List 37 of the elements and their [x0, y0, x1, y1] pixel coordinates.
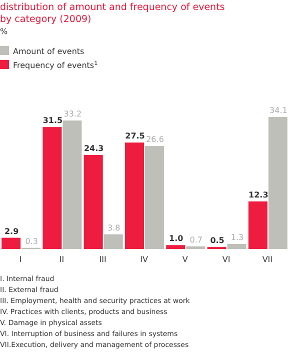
x-tick-label: II	[59, 255, 64, 264]
data-label: 24.3	[84, 144, 104, 153]
data-label: 26.6	[146, 135, 164, 144]
x-tick-label: III	[99, 255, 106, 264]
legend-label: Amount of events	[13, 47, 84, 56]
bar	[268, 117, 288, 249]
data-label: 12.3	[248, 190, 268, 200]
bar	[125, 142, 144, 249]
data-label: 3.8	[107, 223, 120, 232]
bar	[62, 120, 82, 249]
data-label: 0.3	[25, 236, 38, 246]
data-label: 31.5	[42, 116, 64, 126]
x-tick-label: VII	[262, 255, 273, 264]
x-tick-label: V	[182, 255, 188, 264]
bar	[2, 238, 21, 249]
data-label: 1.0	[169, 234, 184, 244]
bar	[186, 246, 206, 249]
bar	[104, 234, 123, 249]
data-label: 33.2	[64, 109, 82, 118]
x-tick-label: IV	[140, 255, 148, 264]
data-label: 34.1	[270, 106, 288, 115]
data-label: 1.3	[230, 232, 244, 242]
data-label: 0.7	[190, 235, 203, 244]
data-label: 0.5	[210, 236, 225, 246]
bar	[248, 201, 268, 249]
x-tick-label: I	[19, 255, 22, 264]
bar	[145, 146, 164, 249]
data-label: 27.5	[125, 132, 146, 141]
chart-subtitle: %	[0, 27, 8, 36]
chart-title: distribution of amount and frequency of events by category (2009)	[0, 2, 225, 25]
bar	[166, 245, 186, 249]
x-tick-label: VI	[222, 255, 230, 264]
legend-label: Frequency of events$^{1}$	[13, 60, 98, 70]
bar	[42, 127, 62, 249]
data-label: 2.9	[4, 226, 20, 236]
bar	[84, 154, 103, 249]
bar	[227, 244, 246, 249]
